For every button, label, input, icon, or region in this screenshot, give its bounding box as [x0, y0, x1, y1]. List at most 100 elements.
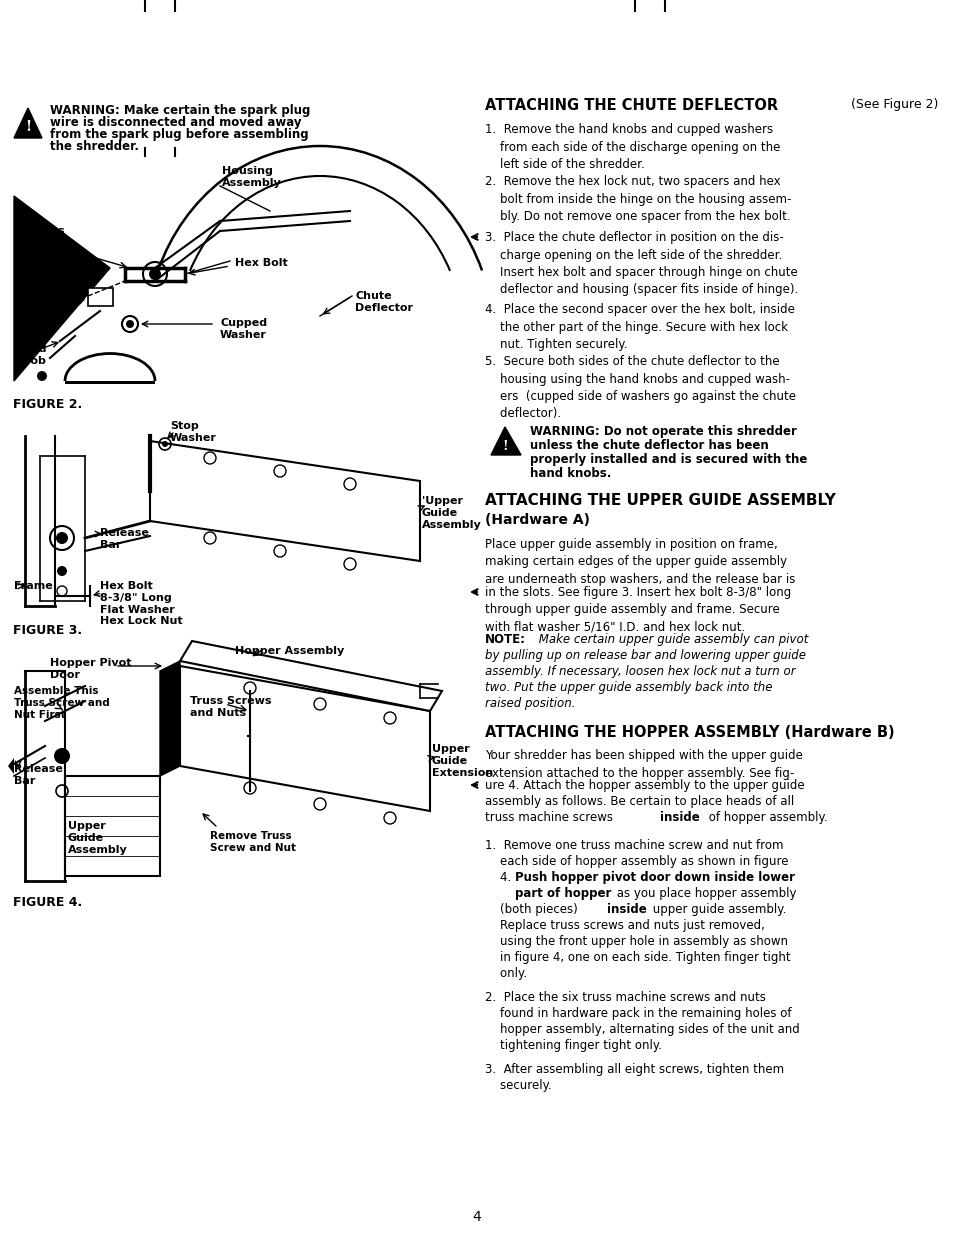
Text: Stop: Stop — [170, 421, 198, 431]
Text: Chute: Chute — [355, 292, 392, 302]
Text: Hex Lock Nut: Hex Lock Nut — [100, 616, 182, 625]
Polygon shape — [150, 441, 419, 561]
Text: Assembly: Assembly — [68, 845, 128, 855]
Text: tightening finger tight only.: tightening finger tight only. — [484, 1039, 661, 1052]
Text: !: ! — [501, 440, 507, 454]
Text: raised position.: raised position. — [484, 697, 575, 710]
Text: inside: inside — [606, 903, 646, 916]
Circle shape — [149, 268, 161, 280]
Text: Truss Screws: Truss Screws — [190, 697, 272, 706]
Text: Guide: Guide — [68, 834, 104, 844]
Text: unless the chute deflector has been: unless the chute deflector has been — [530, 439, 768, 452]
Text: Hex Bolt: Hex Bolt — [100, 581, 152, 591]
Text: Bar: Bar — [14, 776, 35, 786]
Text: the shredder.: the shredder. — [50, 140, 139, 153]
Polygon shape — [491, 427, 520, 455]
Text: securely.: securely. — [484, 1079, 551, 1091]
Text: Guide: Guide — [421, 508, 457, 518]
Text: Deflector: Deflector — [355, 303, 413, 313]
Text: Extension: Extension — [432, 768, 493, 778]
Text: Hopper Assembly: Hopper Assembly — [234, 645, 344, 655]
Text: Remove Truss: Remove Truss — [210, 831, 292, 841]
Text: ATTACHING THE CHUTE DEFLECTOR: ATTACHING THE CHUTE DEFLECTOR — [484, 98, 778, 113]
Text: (See Figure 2): (See Figure 2) — [846, 98, 938, 111]
Circle shape — [56, 532, 68, 545]
Text: Nut: Nut — [14, 325, 36, 335]
Text: as you place hopper assembly: as you place hopper assembly — [613, 887, 796, 900]
Text: each side of hopper assembly as shown in figure: each side of hopper assembly as shown in… — [484, 855, 788, 868]
Text: of hopper assembly.: of hopper assembly. — [704, 811, 827, 824]
Polygon shape — [8, 758, 14, 774]
Polygon shape — [65, 381, 154, 384]
Text: 4: 4 — [472, 1210, 481, 1224]
Text: Push hopper pivot door down inside lower: Push hopper pivot door down inside lower — [515, 871, 794, 883]
Text: Guide: Guide — [432, 756, 468, 766]
Text: hand knobs.: hand knobs. — [530, 467, 611, 480]
Text: NOTE:: NOTE: — [484, 633, 525, 645]
Text: WARNING: Do not operate this shredder: WARNING: Do not operate this shredder — [530, 425, 796, 439]
Text: 5.  Secure both sides of the chute deflector to the
    housing using the hand k: 5. Secure both sides of the chute deflec… — [484, 355, 795, 420]
Text: Hand: Hand — [14, 344, 47, 354]
Text: Hinge): Hinge) — [15, 250, 56, 260]
Text: and Nuts: and Nuts — [190, 708, 246, 718]
Polygon shape — [14, 108, 42, 138]
Text: Washer: Washer — [170, 434, 216, 444]
Text: assembly. If necessary, loosen hex lock nut a turn or: assembly. If necessary, loosen hex lock … — [484, 665, 795, 678]
Text: Assemble This: Assemble This — [14, 687, 98, 697]
Text: Bar: Bar — [100, 540, 121, 549]
Text: properly installed and is secured with the: properly installed and is secured with t… — [530, 454, 806, 466]
Text: assembly as follows. Be certain to place heads of all: assembly as follows. Be certain to place… — [484, 795, 794, 807]
Text: FIGURE 4.: FIGURE 4. — [13, 896, 82, 910]
Text: part of hopper: part of hopper — [515, 887, 611, 900]
Text: from the spark plug before assembling: from the spark plug before assembling — [50, 128, 309, 141]
Circle shape — [162, 441, 168, 447]
Text: Spacers: Spacers — [15, 226, 65, 235]
Text: (both pieces): (both pieces) — [484, 903, 581, 916]
Text: Assembly: Assembly — [421, 520, 481, 530]
Circle shape — [54, 748, 70, 764]
Text: Hex: Hex — [14, 302, 38, 312]
Text: 3.  After assembling all eight screws, tighten them: 3. After assembling all eight screws, ti… — [484, 1063, 783, 1077]
Text: by pulling up on release bar and lowering upper guide: by pulling up on release bar and lowerin… — [484, 649, 805, 662]
Text: FIGURE 2.: FIGURE 2. — [13, 397, 82, 411]
Circle shape — [37, 371, 47, 381]
Text: in figure 4, one on each side. Tighten finger tight: in figure 4, one on each side. Tighten f… — [484, 951, 790, 964]
Text: Your shredder has been shipped with the upper guide
extension attached to the ho: Your shredder has been shipped with the … — [484, 749, 802, 780]
Text: truss machine screws: truss machine screws — [484, 811, 616, 824]
Text: Release: Release — [100, 528, 149, 538]
Text: Knob: Knob — [14, 356, 46, 366]
Polygon shape — [14, 196, 110, 381]
Text: (Hardware A): (Hardware A) — [484, 513, 589, 527]
Text: Assembly: Assembly — [222, 178, 281, 188]
Text: only.: only. — [484, 967, 527, 981]
Text: FIGURE 3.: FIGURE 3. — [13, 624, 82, 637]
Text: 4.  Place the second spacer over the hex bolt, inside
    the other part of the : 4. Place the second spacer over the hex … — [484, 303, 794, 351]
Text: Door: Door — [50, 670, 80, 680]
Text: ure 4. Attach the hopper assembly to the upper guide: ure 4. Attach the hopper assembly to the… — [484, 779, 803, 792]
Text: 8-3/8" Long: 8-3/8" Long — [100, 593, 172, 603]
Text: 2.  Place the six truss machine screws and nuts: 2. Place the six truss machine screws an… — [484, 991, 765, 1004]
Text: Frame: Frame — [14, 581, 52, 591]
Text: !: ! — [25, 120, 31, 135]
Circle shape — [57, 566, 67, 576]
Text: found in hardware pack in the remaining holes of: found in hardware pack in the remaining … — [484, 1007, 791, 1020]
Text: inside: inside — [659, 811, 699, 824]
Polygon shape — [65, 776, 160, 876]
Text: 1.  Remove one truss machine screw and nut from: 1. Remove one truss machine screw and nu… — [484, 839, 782, 852]
Text: ATTACHING THE HOPPER ASSEMBLY (Hardware B): ATTACHING THE HOPPER ASSEMBLY (Hardware … — [484, 725, 894, 740]
Text: Replace truss screws and nuts just removed,: Replace truss screws and nuts just remov… — [484, 920, 764, 932]
Text: Truss Screw and: Truss Screw and — [14, 698, 110, 708]
Text: using the front upper hole in assembly as shown: using the front upper hole in assembly a… — [484, 934, 787, 948]
Text: 1.  Remove the hand knobs and cupped washers
    from each side of the discharge: 1. Remove the hand knobs and cupped wash… — [484, 123, 780, 171]
Text: 3.  Place the chute deflector in position on the dis-
    charge opening on the : 3. Place the chute deflector in position… — [484, 231, 798, 297]
Text: ATTACHING THE UPPER GUIDE ASSEMBLY: ATTACHING THE UPPER GUIDE ASSEMBLY — [484, 493, 835, 508]
Circle shape — [126, 320, 133, 328]
Text: Nut First: Nut First — [14, 710, 66, 720]
Polygon shape — [160, 660, 180, 776]
Text: two. Put the upper guide assembly back into the: two. Put the upper guide assembly back i… — [484, 682, 772, 694]
Text: Cupped: Cupped — [220, 318, 267, 328]
Text: Upper: Upper — [68, 821, 106, 831]
Text: wire is disconnected and moved away: wire is disconnected and moved away — [50, 116, 301, 130]
Text: Release: Release — [14, 764, 63, 774]
Text: WARNING: Make certain the spark plug: WARNING: Make certain the spark plug — [50, 103, 310, 117]
